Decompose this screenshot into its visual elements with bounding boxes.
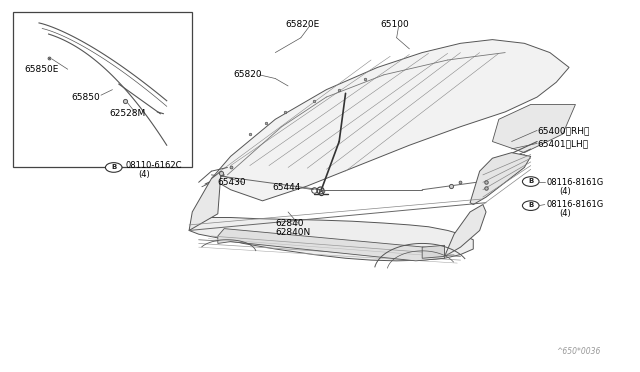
- Circle shape: [522, 201, 539, 211]
- Text: ^650*0036: ^650*0036: [556, 347, 601, 356]
- Text: B: B: [111, 164, 116, 170]
- Text: (4): (4): [559, 187, 572, 196]
- Text: 65820: 65820: [234, 70, 262, 79]
- Text: (4): (4): [138, 170, 150, 179]
- Text: 65100: 65100: [381, 20, 410, 29]
- Text: 62840N: 62840N: [275, 228, 310, 237]
- Text: 08116-8161G: 08116-8161G: [547, 178, 604, 187]
- Polygon shape: [189, 171, 221, 231]
- Bar: [13, 12, 192, 167]
- Text: 65820E: 65820E: [285, 20, 319, 29]
- Text: 65430: 65430: [218, 178, 246, 187]
- Text: 62528M: 62528M: [109, 109, 145, 118]
- Text: (4): (4): [559, 209, 572, 218]
- Polygon shape: [422, 245, 445, 258]
- Circle shape: [106, 163, 122, 172]
- Text: B: B: [528, 178, 533, 184]
- Polygon shape: [445, 205, 486, 256]
- Polygon shape: [189, 218, 473, 261]
- Polygon shape: [492, 105, 575, 153]
- Text: 65444: 65444: [272, 183, 300, 192]
- Text: 62840: 62840: [275, 219, 304, 228]
- Polygon shape: [218, 229, 445, 261]
- Text: 65850E: 65850E: [24, 65, 59, 74]
- Text: 65401〈LH〉: 65401〈LH〉: [537, 139, 588, 148]
- Text: B: B: [528, 202, 533, 208]
- Polygon shape: [470, 153, 531, 205]
- Text: 65400〈RH〉: 65400〈RH〉: [537, 126, 589, 135]
- Text: 65850: 65850: [71, 93, 100, 102]
- Text: 08116-8161G: 08116-8161G: [547, 200, 604, 209]
- Text: 08110-6162C: 08110-6162C: [125, 161, 182, 170]
- Polygon shape: [211, 39, 569, 201]
- Circle shape: [522, 177, 539, 186]
